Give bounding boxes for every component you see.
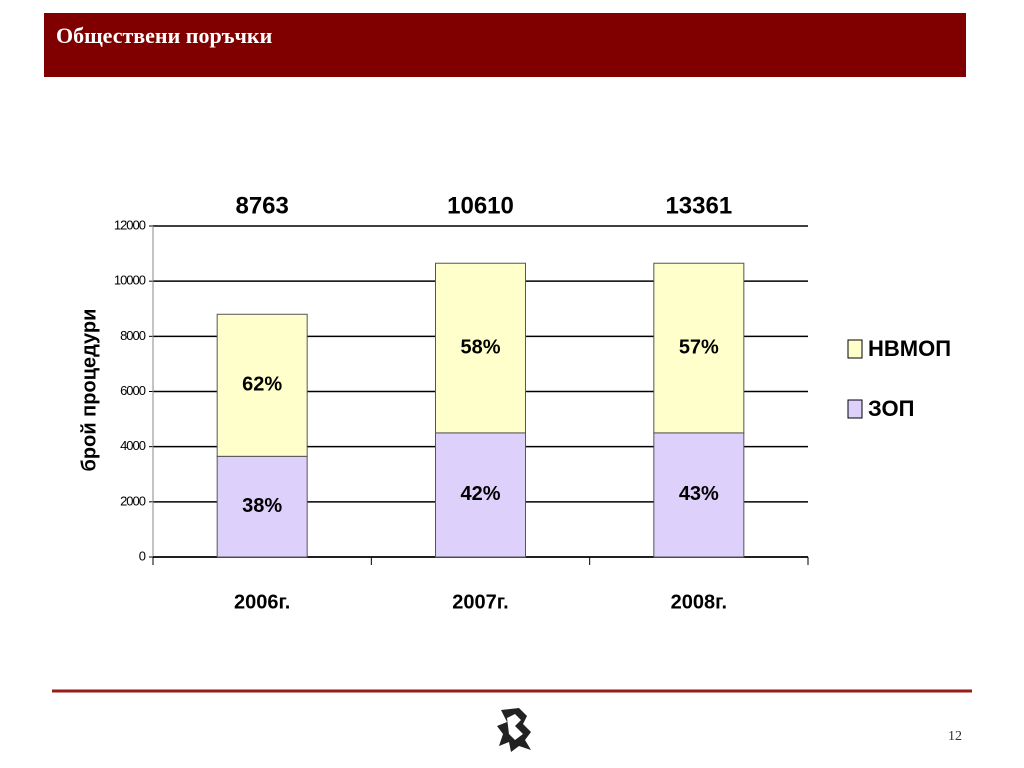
x-tick-label: 2006г. — [234, 591, 290, 613]
legend-label: ЗОП — [868, 396, 914, 421]
y-tick-label: 0 — [139, 548, 146, 563]
slide-title: Обществени поръчки — [56, 23, 273, 48]
legend-swatch — [847, 339, 863, 359]
legend-swatch — [847, 399, 863, 419]
total-label: 8763 — [235, 192, 288, 219]
logo — [497, 708, 531, 752]
percent-label: 43% — [679, 483, 719, 505]
total-label: 10610 — [447, 192, 514, 219]
bar-segment — [653, 432, 745, 558]
y-tick-label: 10000 — [114, 273, 146, 288]
header-band — [44, 13, 966, 77]
page-number: 12 — [948, 729, 962, 744]
total-label: 13361 — [665, 192, 732, 219]
percent-label: 42% — [460, 483, 500, 505]
y-tick-label: 12000 — [114, 217, 146, 232]
bar-segment — [653, 262, 745, 434]
bar-segment — [216, 455, 308, 558]
percent-label: 58% — [460, 336, 500, 358]
y-axis-label: брой процедури — [78, 309, 100, 472]
percent-label: 38% — [242, 495, 282, 517]
y-tick-label: 2000 — [120, 493, 146, 508]
percent-label: 57% — [679, 336, 719, 358]
bar-segment — [435, 432, 526, 558]
bar-segment — [435, 262, 526, 434]
y-tick-label: 6000 — [120, 383, 146, 398]
x-tick-label: 2008г. — [671, 591, 727, 613]
bar-segment — [216, 313, 308, 457]
y-tick-label: 8000 — [120, 328, 146, 343]
legend-label: НВМОП — [868, 336, 951, 361]
x-tick-label: 2007г. — [452, 591, 508, 613]
y-tick-label: 4000 — [120, 438, 146, 453]
percent-label: 62% — [242, 374, 282, 396]
